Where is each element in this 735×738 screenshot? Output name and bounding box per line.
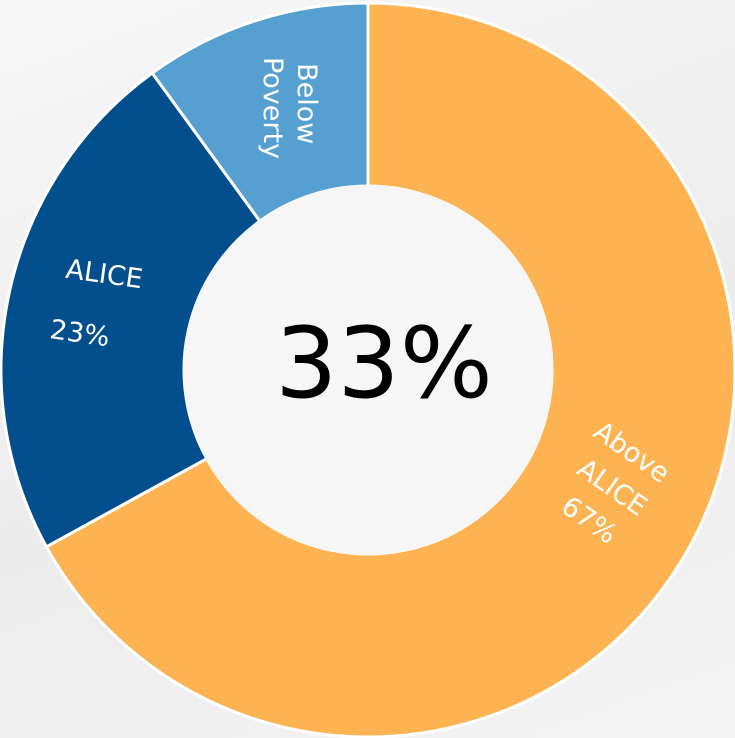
center-label: 33%: [275, 307, 493, 421]
donut-hole: [183, 185, 553, 555]
segment-label-group: Below Poverty: [257, 57, 322, 159]
segment-label: Below Poverty: [257, 57, 322, 159]
